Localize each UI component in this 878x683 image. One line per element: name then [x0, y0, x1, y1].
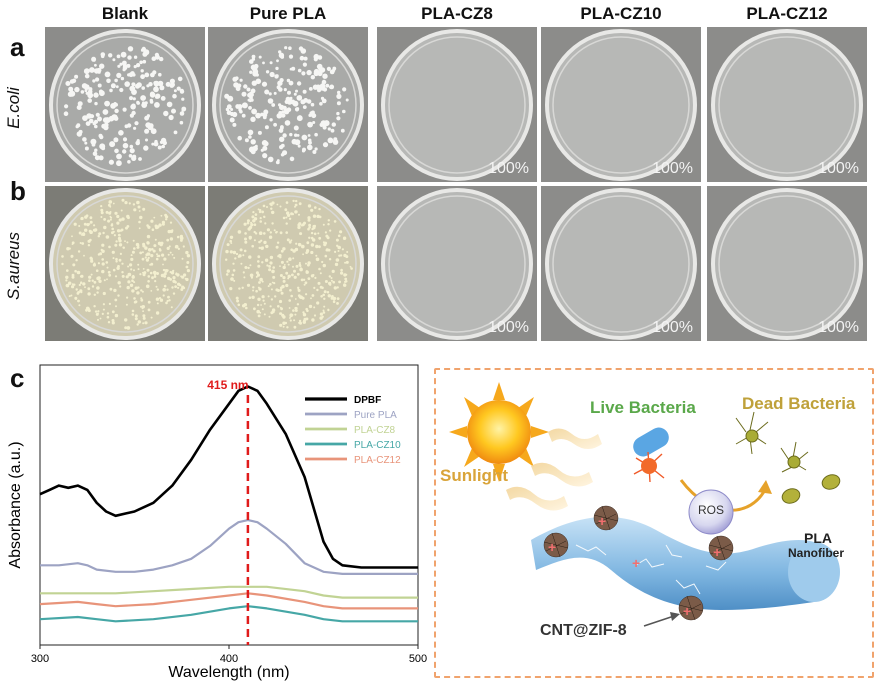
series-line-pure-pla [40, 519, 418, 575]
positive-charge-icons: + + + + + [548, 513, 721, 619]
plate-ecoli-pla-cz8: 100% [377, 27, 537, 182]
ros-bubble [688, 489, 734, 535]
legend-entry: PLA-CZ8 [354, 425, 396, 436]
column-header-pla-cz12: PLA-CZ12 [746, 4, 828, 23]
x-axis-label: Wavelength (nm) [168, 664, 289, 681]
panel-letter-b: b [10, 176, 26, 206]
percent-label: 100% [488, 319, 529, 336]
mechanism-diagram: + + + + + Live [434, 368, 874, 678]
percent-label: 100% [488, 160, 529, 177]
ros-label: ROS [698, 503, 725, 517]
dead-bacteria-icon [735, 411, 841, 504]
cnt-zif8-particles [543, 505, 734, 621]
column-header-pla-cz8: PLA-CZ8 [421, 4, 493, 23]
series-line-dpbf [39, 385, 418, 569]
column-header-pure-pla: Pure PLA [249, 4, 327, 23]
panel-letter-a: a [10, 32, 25, 62]
svg-text:+: + [632, 555, 640, 571]
svg-text:+: + [683, 603, 691, 619]
panel-letter-c: c [10, 363, 25, 393]
plate-ecoli-blank [45, 27, 205, 182]
live-bacteria-icon [633, 427, 669, 483]
live-bacteria-label: Live Bacteria [590, 398, 696, 417]
sun-icon [449, 382, 549, 482]
percent-label: 100% [652, 160, 693, 177]
x-tick-label: 400 [220, 653, 238, 665]
legend-entry: PLA-CZ10 [354, 440, 401, 451]
legend-entry: Pure PLA [354, 410, 397, 421]
legend: DPBF Pure PLA PLA-CZ8 PLA-CZ10 PLA-CZ12 [305, 395, 401, 466]
percent-label: 100% [818, 319, 859, 336]
pla-label-line1: PLA [804, 530, 832, 546]
pla-nanofiber-label: PLA Nanofiber [788, 530, 844, 560]
plate-saureus-pure-pla [208, 186, 368, 341]
plate-saureus-pla-cz8: 100% [377, 186, 537, 341]
annotation-415nm: 415 nm [207, 378, 248, 392]
plate-saureus-pla-cz12: 100% [707, 186, 867, 341]
x-tick-label: 300 [31, 653, 49, 665]
pla-label-line2: Nanofiber [788, 546, 845, 560]
plate-saureus-pla-cz10: 100% [541, 186, 701, 341]
x-tick-label: 500 [409, 653, 427, 665]
cnt-pointer-arrow [643, 615, 675, 627]
svg-text:+: + [713, 544, 721, 560]
percent-label: 100% [818, 160, 859, 177]
diagram-art: + + + + + [449, 382, 841, 627]
y-axis-label: Absorbance (a.u.) [7, 441, 24, 568]
percent-label: 100% [652, 319, 693, 336]
plate-ecoli-pure-pla [208, 27, 368, 182]
plate-saureus-blank [45, 186, 205, 341]
series-line-pla-cz12 [39, 592, 418, 610]
series-line-pla-cz10 [39, 605, 418, 623]
svg-text:+: + [598, 513, 606, 529]
legend-entry: PLA-CZ12 [354, 455, 401, 466]
light-beams-icon [506, 428, 602, 511]
svg-text:+: + [548, 539, 556, 555]
series-layer [39, 385, 418, 623]
column-header-blank: Blank [101, 4, 149, 23]
legend-entry: DPBF [354, 395, 381, 406]
pla-nanofiber-icon [531, 516, 840, 610]
row-label-ecoli: E.coli [4, 87, 23, 129]
column-header-pla-cz10: PLA-CZ10 [580, 4, 662, 23]
row-label-saureus: S.aureus [4, 231, 23, 301]
dead-bacteria-label: Dead Bacteria [742, 394, 856, 413]
series-line-pla-cz8 [40, 585, 418, 599]
absorbance-chart: 415 nm DPBF Pure PLA PLA-CZ8 PLA-CZ10 PLA-CZ… [7, 364, 427, 681]
sunlight-label: Sunlight [440, 466, 508, 485]
cnt-zif8-label: CNT@ZIF-8 [540, 622, 627, 639]
plate-ecoli-pla-cz10: 100% [541, 27, 701, 182]
x-ticks: 300 400 500 [31, 645, 427, 665]
plate-ecoli-pla-cz12: 100% [707, 27, 867, 182]
